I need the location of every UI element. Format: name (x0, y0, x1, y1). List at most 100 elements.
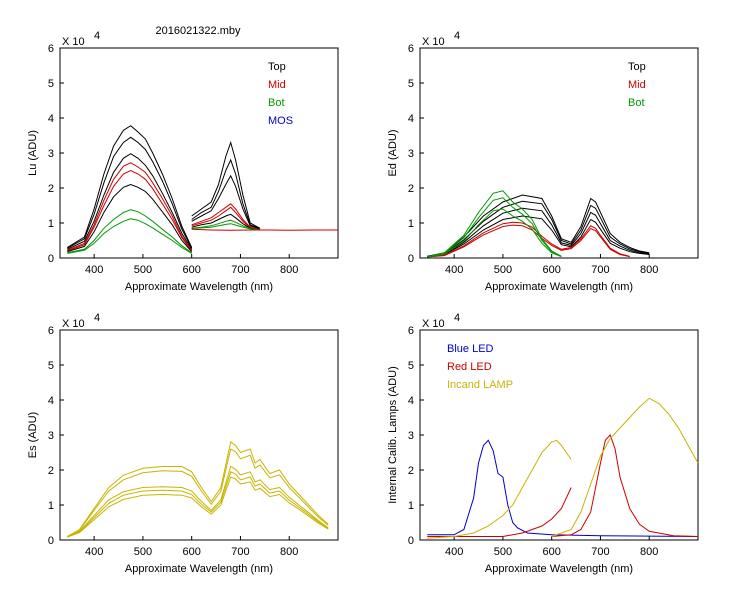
y-tick-label: 6 (48, 325, 54, 337)
x-tick-label: 600 (543, 546, 561, 558)
series-line-incand-lamp (551, 397, 699, 537)
series-line-mid (427, 221, 630, 258)
y-tick-label: 0 (408, 253, 414, 265)
series-line-mid (191, 206, 261, 231)
series-line-bot (427, 208, 562, 258)
legend-entry: Blue LED (447, 343, 494, 355)
x-tick-label: 800 (640, 546, 658, 558)
x-tick-label: 700 (231, 546, 249, 558)
series-line-bot (67, 218, 192, 254)
legend-entry: Incand LAMP (447, 379, 513, 391)
y-tick-label: 6 (48, 43, 54, 55)
y-tick-label: 5 (48, 78, 54, 90)
series-line-top (191, 174, 261, 230)
axis-multiplier: X 10 (422, 36, 445, 48)
y-tick-label: 2 (408, 183, 414, 195)
y-tick-label: 3 (408, 148, 414, 160)
y-tick-label: 4 (48, 113, 54, 125)
x-tick-label: 500 (134, 264, 152, 276)
legend-entry: MOS (268, 115, 293, 127)
x-tick-label: 700 (591, 546, 609, 558)
legend-entry: Mid (268, 79, 286, 91)
y-tick-label: 6 (408, 43, 414, 55)
y-tick-label: 4 (408, 113, 414, 125)
y-tick-label: 4 (408, 395, 414, 407)
series-line-bot (427, 197, 562, 258)
y-tick-label: 0 (48, 253, 54, 265)
series-line-mos (191, 228, 338, 231)
series-line-top (427, 215, 650, 258)
series-line-mid (67, 169, 193, 252)
series-line-mid (67, 162, 193, 251)
x-tick-label: 700 (591, 264, 609, 276)
series-line-bot (67, 209, 192, 254)
y-tick-label: 3 (408, 430, 414, 442)
y-tick-label: 3 (48, 148, 54, 160)
y-tick-label: 5 (48, 360, 54, 372)
series-line-top (427, 194, 650, 257)
axis-multiplier: X 10 (62, 318, 85, 330)
chart-ed: 0 1 2 3 4 5 6 400 500 600 700 800 X 10 4 Approximate W… (387, 30, 699, 293)
y-tick-label: 2 (408, 465, 414, 477)
figure-title: 2016021322.mby (155, 25, 241, 37)
series-line-incand-lamp (427, 439, 572, 539)
x-tick-label: 600 (183, 546, 201, 558)
axis-multiplier-exponent: 4 (454, 312, 460, 324)
axis-multiplier: X 10 (422, 318, 445, 330)
y-axis-label: Es (ADU) (27, 412, 39, 458)
x-tick-label: 500 (494, 264, 512, 276)
y-axis-label: Internal Calib. Lamps (ADU) (387, 366, 399, 504)
y-tick-label: 6 (408, 325, 414, 337)
series-line-blue-led (427, 439, 699, 537)
y-tick-label: 5 (408, 360, 414, 372)
series-line-bot (191, 219, 261, 231)
plot-frame (419, 47, 699, 259)
series-line-es (67, 441, 329, 537)
x-axis-label: Approximate Wavelength (nm) (485, 563, 633, 575)
legend-entry: Top (628, 61, 646, 73)
plot-frame (59, 47, 339, 259)
x-tick-label: 400 (85, 546, 103, 558)
series-line-top (191, 158, 261, 229)
legend-entry: Red LED (447, 361, 492, 373)
series-line-mid (427, 224, 630, 258)
series-line-es (67, 448, 329, 537)
series-line-top (67, 153, 193, 250)
y-axis-label: Ed (ADU) (387, 129, 399, 176)
x-axis-label: Approximate Wavelength (nm) (125, 563, 273, 575)
series-line-top (191, 140, 261, 229)
plot-frame (59, 329, 339, 541)
y-axis-label: Lu (ADU) (27, 130, 39, 176)
y-tick-label: 1 (408, 218, 414, 230)
y-tick-label: 1 (48, 500, 54, 512)
x-tick-label: 500 (134, 546, 152, 558)
x-axis-label: Approximate Wavelength (nm) (125, 281, 273, 293)
axis-multiplier-exponent: 4 (94, 312, 100, 324)
x-tick-label: 800 (280, 264, 298, 276)
series-line-top (427, 200, 650, 257)
y-tick-label: 4 (48, 395, 54, 407)
legend-entry: Top (268, 61, 286, 73)
y-tick-label: 1 (408, 500, 414, 512)
x-tick-label: 800 (640, 264, 658, 276)
x-tick-label: 600 (543, 264, 561, 276)
series-line-top (67, 183, 193, 253)
x-tick-label: 700 (231, 264, 249, 276)
x-axis-label: Approximate Wavelength (nm) (485, 281, 633, 293)
x-tick-label: 600 (183, 264, 201, 276)
x-tick-label: 400 (445, 264, 463, 276)
y-tick-label: 0 (408, 535, 414, 547)
x-tick-label: 500 (494, 546, 512, 558)
y-tick-label: 1 (48, 218, 54, 230)
series-line-bot (427, 190, 562, 258)
axis-multiplier: X 10 (62, 36, 85, 48)
series-line-top (67, 136, 193, 249)
y-tick-label: 3 (48, 430, 54, 442)
axis-multiplier-exponent: 4 (454, 30, 460, 42)
series-line-top (67, 125, 193, 248)
series-line-red-led (427, 487, 572, 537)
legend-entry: Bot (268, 97, 285, 109)
chart-lu: 0 1 2 3 4 5 6 400 500 600 700 800 X 10 4 Approximate W… (27, 30, 339, 293)
legend-entry: Bot (628, 97, 645, 109)
